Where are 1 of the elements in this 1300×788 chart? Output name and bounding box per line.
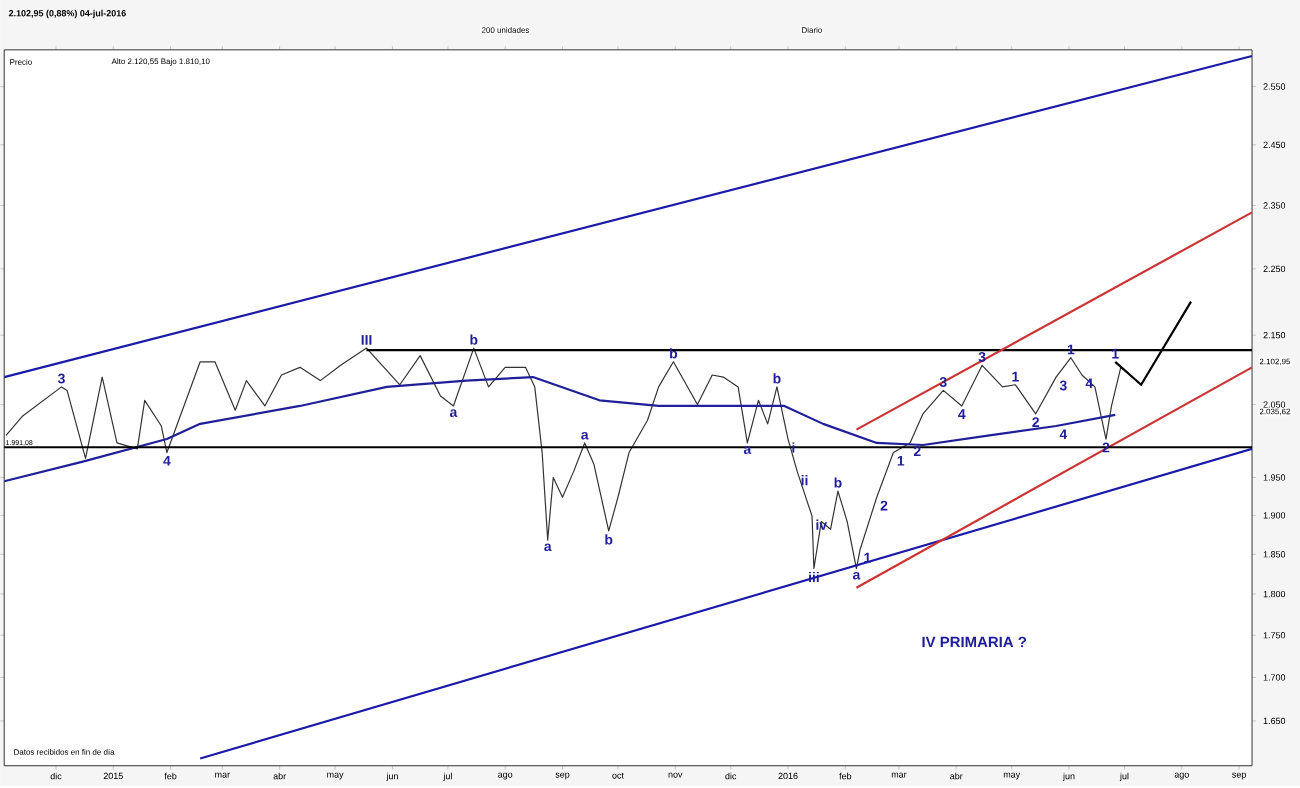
line-series [5,347,1122,570]
